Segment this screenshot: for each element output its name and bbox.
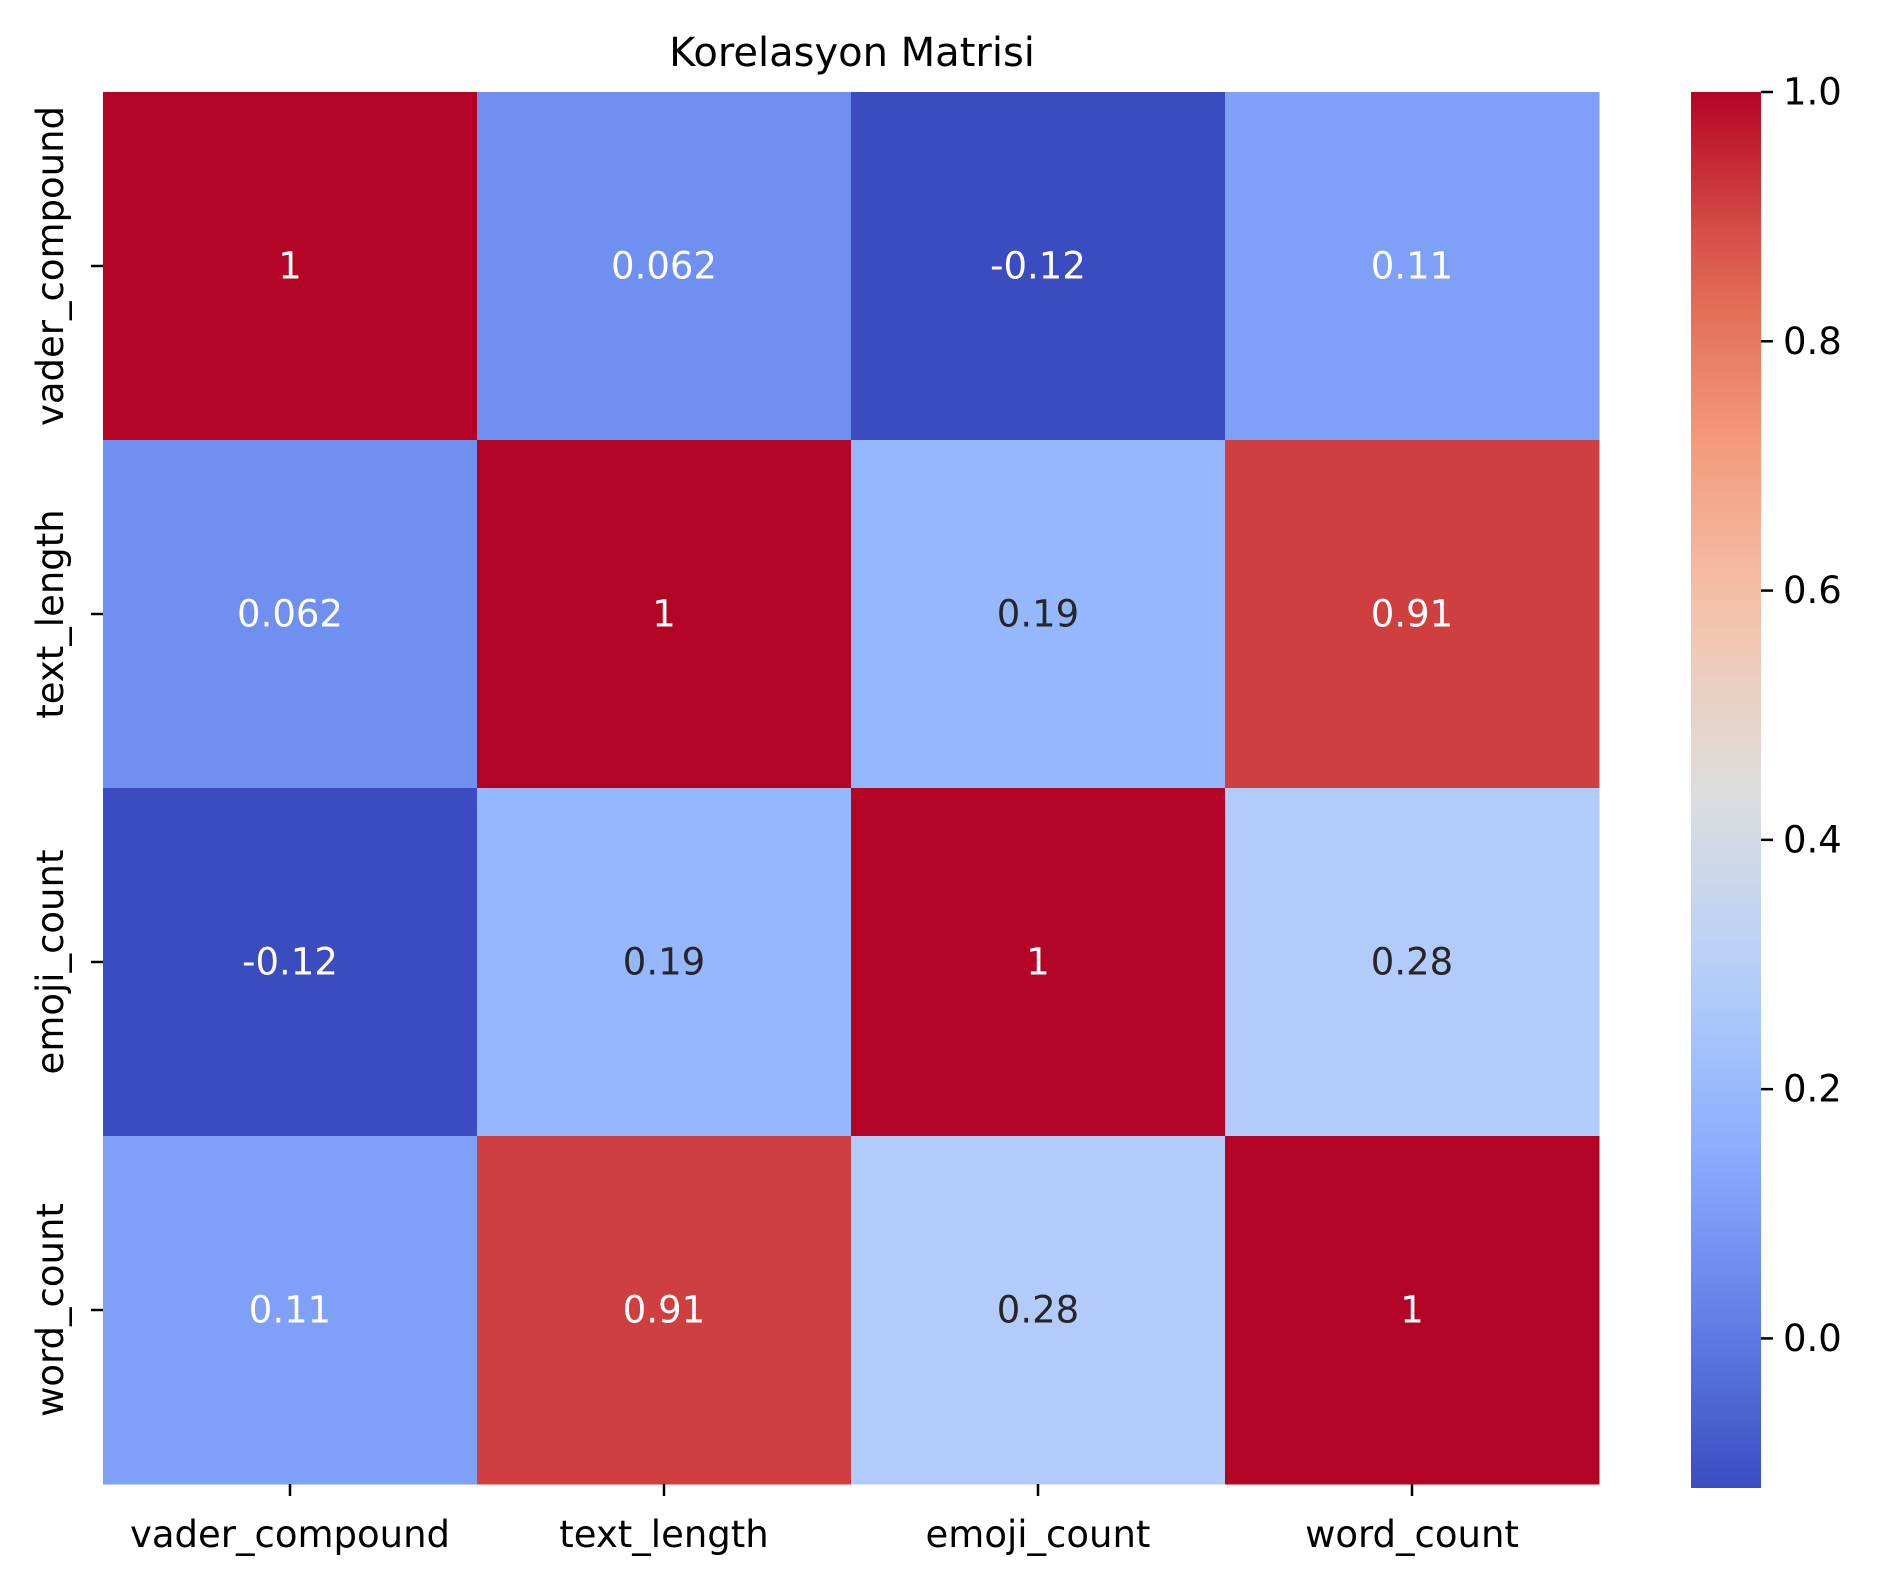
heatmap-cell-r2-c0 bbox=[103, 788, 478, 1137]
colorbar-scale bbox=[1691, 92, 1761, 1488]
x-axis: vader_compound text_length emoji_count word… bbox=[130, 1484, 1519, 1556]
heatmap-cell-labels: 1 0.062 -0.12 0.11 0.062 1 0.19 0.91 -0.12 0.19 1 0… bbox=[237, 245, 1453, 1332]
cell-value-label: 0.28 bbox=[1371, 941, 1453, 984]
x-tick-label: vader_compound bbox=[130, 1513, 450, 1556]
x-tick-label: word_count bbox=[1305, 1513, 1519, 1556]
heatmap-cell-r3-c3 bbox=[1225, 1136, 1600, 1485]
y-tick-label: text_length bbox=[29, 509, 72, 718]
heatmap-cell-r1-c0 bbox=[103, 440, 478, 789]
cell-value-label: -0.12 bbox=[242, 941, 338, 984]
x-tick-label: text_length bbox=[559, 1513, 768, 1556]
colorbar-tick-label: 0.6 bbox=[1783, 569, 1842, 612]
heatmap-cell-r1-c2 bbox=[851, 440, 1226, 789]
heatmap-cell-r0-c0 bbox=[103, 92, 478, 441]
heatmap-cell-r0-c3 bbox=[1225, 92, 1600, 441]
heatmap-cell-r0-c2 bbox=[851, 92, 1226, 441]
colorbar-tick-label: 0.0 bbox=[1783, 1317, 1842, 1360]
cell-value-label: 0.062 bbox=[611, 245, 717, 288]
heatmap-cell-r1-c3 bbox=[1225, 440, 1600, 789]
heatmap-cell-r2-c1 bbox=[477, 788, 852, 1137]
cell-value-label: 0.19 bbox=[623, 941, 705, 984]
heatmap-cell-r2-c2 bbox=[851, 788, 1226, 1137]
cell-value-label: 0.91 bbox=[623, 1289, 705, 1332]
y-tick-label: vader_compound bbox=[29, 106, 72, 426]
cell-value-label: 0.11 bbox=[249, 1289, 331, 1332]
x-tick-label: emoji_count bbox=[926, 1513, 1151, 1556]
heatmap-cell-r3-c0 bbox=[103, 1136, 478, 1485]
cell-value-label: 0.91 bbox=[1371, 593, 1453, 636]
colorbar-tick-label: 0.4 bbox=[1783, 818, 1842, 861]
cell-value-label: -0.12 bbox=[990, 245, 1086, 288]
cell-value-label: 1 bbox=[278, 245, 302, 288]
heatmap-cells bbox=[103, 92, 1600, 1485]
cell-value-label: 0.19 bbox=[997, 593, 1079, 636]
y-axis: vader_compound text_length emoji_countword… bbox=[29, 106, 103, 1417]
colorbar-tick-label: 0.8 bbox=[1783, 320, 1842, 363]
heatmap-cell-r3-c2 bbox=[851, 1136, 1226, 1485]
heatmap-cell-r0-c1 bbox=[477, 92, 852, 441]
cell-value-label: 0.28 bbox=[997, 1289, 1079, 1332]
cell-value-label: 0.11 bbox=[1371, 245, 1453, 288]
cell-value-label: 0.062 bbox=[237, 593, 343, 636]
colorbar: 0.0 0.2 0.4 0.6 0.8 1.0 bbox=[1691, 71, 1842, 1488]
heatmap-cell-r2-c3 bbox=[1225, 788, 1600, 1137]
heatmap-cell-r3-c1 bbox=[477, 1136, 852, 1485]
colorbar-tick-label: 1.0 bbox=[1783, 71, 1842, 114]
cell-value-label: 1 bbox=[652, 593, 676, 636]
y-tick-label: word_count bbox=[29, 1203, 72, 1417]
heatmap-cell-r1-c1 bbox=[477, 440, 852, 789]
cell-value-label: 1 bbox=[1400, 1289, 1424, 1332]
colorbar-tick-label: 0.2 bbox=[1783, 1068, 1842, 1111]
chart-title: Korelasyon Matrisi bbox=[669, 30, 1035, 76]
y-tick-label: emoji_count bbox=[29, 850, 72, 1075]
cell-value-label: 1 bbox=[1026, 941, 1050, 984]
